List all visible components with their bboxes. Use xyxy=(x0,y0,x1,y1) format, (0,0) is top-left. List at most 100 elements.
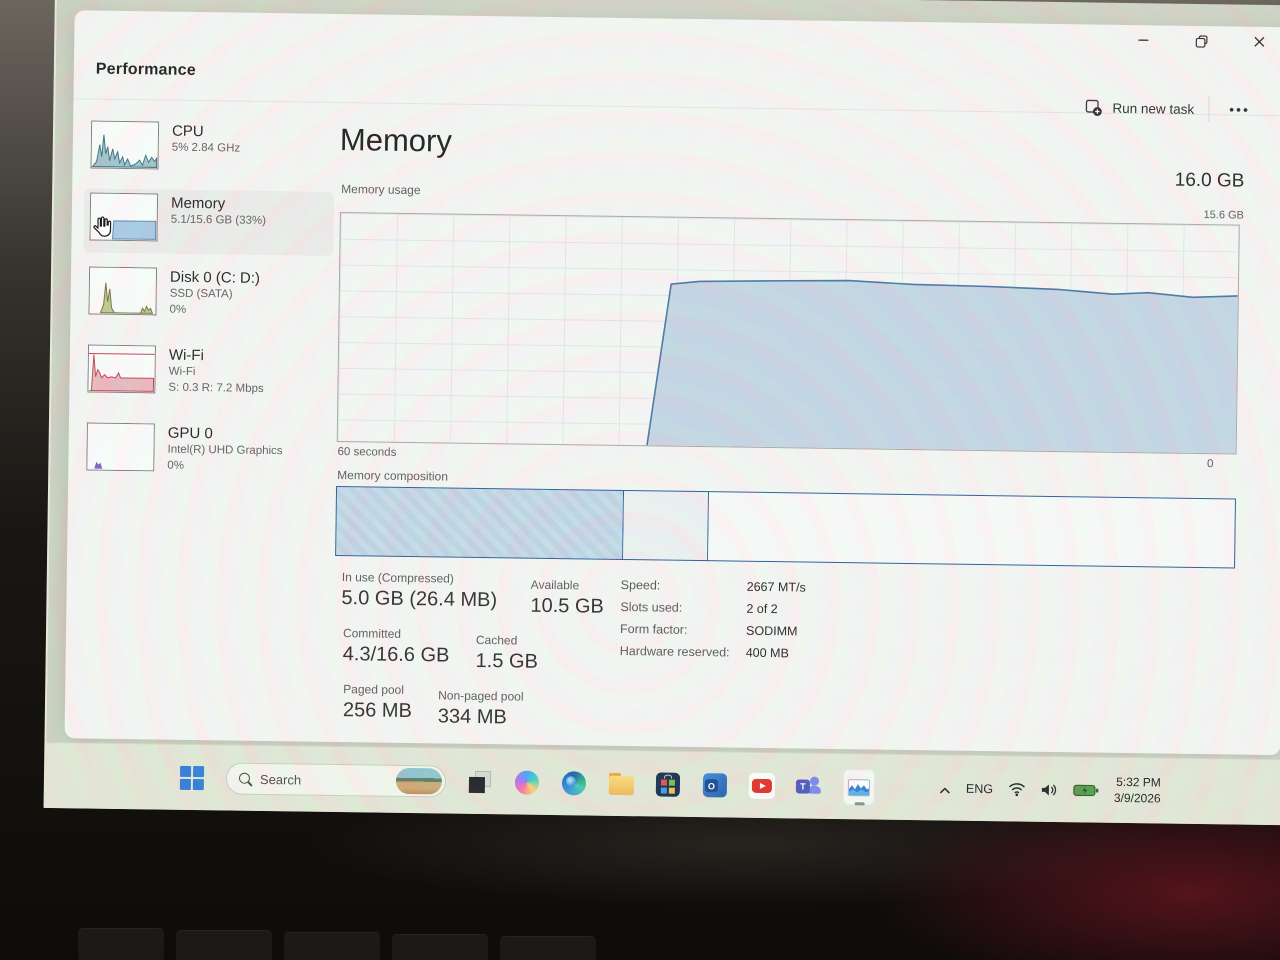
stat-label: Non-paged pool xyxy=(438,688,524,704)
memory-composition-label: Memory composition xyxy=(337,467,449,484)
start-button[interactable] xyxy=(179,765,205,791)
task-manager-button-active[interactable] xyxy=(842,769,876,806)
edge-button[interactable] xyxy=(561,770,587,796)
stat-available: Available 10.5 GB xyxy=(530,578,604,619)
youtube-button[interactable] xyxy=(748,772,776,800)
detail-form-factor: Form factor: SODIMM xyxy=(620,622,798,638)
task-manager-window: Performance Run new task ••• xyxy=(64,10,1280,756)
search-input[interactable]: Search xyxy=(225,762,447,798)
wifi-icon[interactable] xyxy=(1008,782,1026,797)
store-icon xyxy=(655,772,681,797)
stat-non-paged-pool: Non-paged pool 334 MB xyxy=(438,688,524,729)
folder-icon xyxy=(608,772,634,796)
sidebar-item-title: Disk 0 (C: D:) xyxy=(169,268,261,287)
detail-label: Speed: xyxy=(620,577,661,593)
windows-logo-icon xyxy=(179,765,205,791)
sidebar-item-title: Memory xyxy=(170,194,226,213)
youtube-icon xyxy=(748,772,776,800)
teams-button[interactable]: T xyxy=(795,773,822,799)
search-icon xyxy=(239,772,252,785)
stat-value: 334 MB xyxy=(437,705,507,729)
memory-total-label: 16.0 GB xyxy=(1174,169,1245,192)
tray-clock[interactable]: 5:32 PM 3/9/2026 xyxy=(1114,775,1161,807)
stat-label: In use (Compressed) xyxy=(341,570,454,586)
keyboard-key xyxy=(78,928,164,960)
detail-value: SODIMM xyxy=(745,623,798,639)
wifi-thumbnail-chart xyxy=(87,344,157,394)
keyboard-key xyxy=(284,932,380,960)
stat-cached: Cached 1.5 GB xyxy=(475,633,538,674)
stat-label: Paged pool xyxy=(343,682,405,697)
sidebar-item-sub: 5% 2.84 GHz xyxy=(171,141,241,155)
composition-segment-available[interactable] xyxy=(707,491,1236,569)
memory-thumbnail-chart xyxy=(89,192,159,242)
stat-value: 5.0 GB (26.4 MB) xyxy=(341,587,498,612)
sidebar-item-wifi[interactable]: Wi-Fi Wi-Fi S: 0.3 R: 7.2 Mbps xyxy=(81,340,332,413)
memory-usage-label: Memory usage xyxy=(341,182,421,198)
memory-composition-bar xyxy=(335,485,1236,569)
disk-thumbnail-chart xyxy=(88,266,158,316)
stat-in-use: In use (Compressed) 5.0 GB (26.4 MB) xyxy=(341,570,497,612)
detail-value: 2667 MT/s xyxy=(746,579,806,595)
sidebar-item-sub: Intel(R) UHD Graphics xyxy=(167,443,283,458)
sidebar-item-gpu[interactable]: GPU 0 Intel(R) UHD Graphics 0% xyxy=(80,418,331,491)
sidebar-item-sub: SSD (SATA) xyxy=(169,287,233,301)
taskbar: Search xyxy=(45,741,1280,826)
bing-daily-image-thumb[interactable] xyxy=(395,767,443,795)
sidebar-item-cpu[interactable]: CPU 5% 2.84 GHz xyxy=(84,116,335,183)
detail-value: 2 of 2 xyxy=(746,601,778,617)
battery-charging-icon[interactable] xyxy=(1073,783,1099,797)
microsoft-store-button[interactable] xyxy=(655,771,681,797)
sidebar-item-memory[interactable]: Memory 5.1/15.6 GB (33%) xyxy=(83,188,335,256)
close-button[interactable] xyxy=(1248,29,1270,55)
laptop-screen: Performance Run new task ••• xyxy=(43,0,1280,826)
outlook-button[interactable]: O xyxy=(702,772,728,798)
sidebar-item-sub: 0% xyxy=(169,303,187,316)
sidebar-item-title: Wi-Fi xyxy=(168,346,204,365)
copilot-icon xyxy=(514,770,540,795)
composition-segment-in-use[interactable] xyxy=(335,485,625,560)
page-title: Performance xyxy=(95,60,197,79)
detail-label: Slots used: xyxy=(620,599,683,615)
minimize-button[interactable] xyxy=(1132,27,1154,53)
cpu-thumbnail-chart xyxy=(90,120,160,170)
task-view-button[interactable] xyxy=(467,769,493,795)
detail-value: 400 MB xyxy=(745,645,789,661)
detail-speed: Speed: 2667 MT/s xyxy=(621,578,806,595)
hidden-icons-chevron[interactable] xyxy=(939,786,951,794)
sidebar-item-title: CPU xyxy=(171,122,204,141)
tray-time: 5:32 PM xyxy=(1116,775,1161,790)
speaker-icon[interactable] xyxy=(1041,783,1058,797)
tray-date: 3/9/2026 xyxy=(1113,790,1161,806)
detail-slots-used: Slots used: 2 of 2 xyxy=(620,600,777,616)
run-new-task-button[interactable]: Run new task xyxy=(1112,100,1195,117)
sidebar-item-disk[interactable]: Disk 0 (C: D:) SSD (SATA) 0% xyxy=(82,262,333,335)
composition-segment-modified[interactable] xyxy=(623,489,709,562)
memory-usage-chart xyxy=(336,211,1240,455)
gpu-thumbnail-chart xyxy=(86,422,155,472)
sidebar-item-sub: 0% xyxy=(167,459,185,472)
run-new-task-icon xyxy=(1085,99,1102,116)
keyboard-key xyxy=(176,930,272,960)
window-controls xyxy=(1132,27,1270,55)
sidebar-item-sub: S: 0.3 R: 7.2 Mbps xyxy=(168,381,264,396)
sidebar-item-sub: 5.1/15.6 GB (33%) xyxy=(170,213,267,227)
restore-button[interactable] xyxy=(1190,28,1212,54)
detail-label: Hardware reserved: xyxy=(619,643,730,660)
stat-label: Committed xyxy=(342,626,402,641)
stat-value: 10.5 GB xyxy=(530,594,604,618)
stat-value: 4.3/16.6 GB xyxy=(342,643,450,667)
file-explorer-button[interactable] xyxy=(608,771,634,797)
teams-icon: T xyxy=(795,774,822,798)
toolbar: Run new task ••• xyxy=(1085,94,1256,123)
more-options-button[interactable]: ••• xyxy=(1229,101,1251,118)
stat-value: 1.5 GB xyxy=(475,649,539,673)
copilot-button[interactable] xyxy=(514,769,540,795)
detail-hardware-reserved: Hardware reserved: 400 MB xyxy=(620,644,789,660)
sidebar-item-sub: Wi-Fi xyxy=(168,365,196,378)
taskbar-icons: Search xyxy=(179,745,876,821)
keyboard-key xyxy=(500,936,596,960)
language-indicator[interactable]: ENG xyxy=(965,781,994,797)
stat-value: 256 MB xyxy=(342,699,413,723)
